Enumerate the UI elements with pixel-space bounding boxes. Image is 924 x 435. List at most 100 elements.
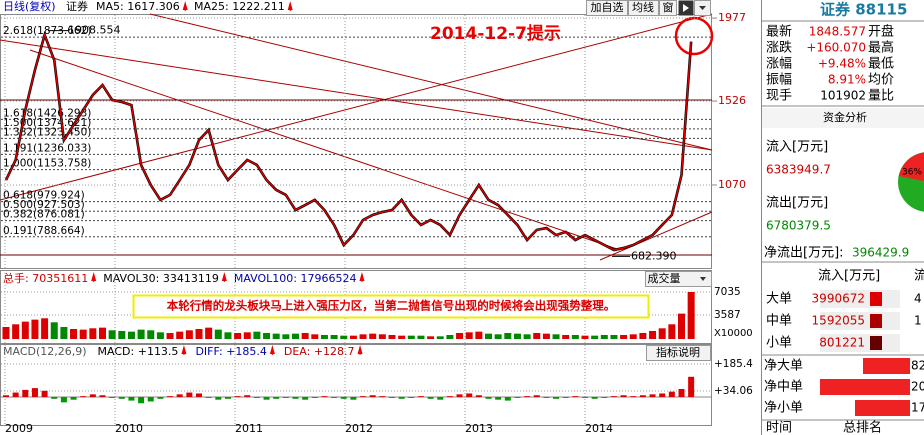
quote-value: 101902 [820, 89, 866, 103]
up-arrow [181, 345, 187, 355]
table-header: 流入[万元] [818, 269, 880, 284]
button[interactable] [646, 345, 711, 361]
macd-bar [186, 392, 193, 398]
volume-bar [591, 335, 599, 339]
macd-stat: MACD(12,26,9) [3, 345, 87, 358]
button-label[interactable]: 窗 [663, 0, 674, 14]
row-label: 净中单 [764, 380, 803, 395]
macd-bar [302, 397, 309, 400]
volume-bar [253, 331, 261, 339]
footer: 总排名 [843, 420, 882, 435]
macd-bar [427, 397, 434, 399]
volume-bar [127, 331, 135, 339]
row-value: 20 [911, 380, 924, 394]
quote-value: 1848.577 [809, 25, 866, 39]
macd-bar [331, 397, 338, 398]
fib-label: 0.382(876.081) [3, 209, 85, 221]
up-arrow [269, 345, 275, 355]
macd-bar [22, 389, 29, 398]
row-label: 净小单 [764, 401, 803, 416]
swatch [870, 314, 882, 328]
volume-bar [41, 318, 49, 339]
macd-bar [224, 397, 231, 399]
macd-header: MACD(12,26,9) MACD: +113.5 DIFF: +185.4 DEA… [3, 345, 355, 358]
macd-bar [234, 396, 241, 398]
macd-bar [379, 396, 386, 398]
macd-bar [292, 397, 299, 399]
pie-label: 36% [902, 168, 922, 178]
macd-bar [610, 396, 617, 398]
macd-bar [215, 397, 222, 400]
fib-label: 2.618(1873.662) [3, 25, 91, 37]
volume-bar [658, 328, 666, 339]
volume-bar [108, 330, 116, 339]
trend-line [599, 211, 713, 261]
macd-bar [157, 397, 164, 399]
volume-bar [562, 334, 570, 339]
macd-bar [360, 396, 367, 398]
outflow-label: 流出[万元] [766, 196, 828, 211]
y-tick-label: 7035 [714, 286, 741, 298]
volume-bar [687, 292, 695, 339]
macd-bar [89, 394, 96, 398]
button[interactable] [586, 0, 628, 16]
volume-bar [2, 326, 10, 339]
macd-bar [80, 396, 87, 398]
macd-bar [582, 397, 588, 398]
row-label: 大单 [766, 292, 792, 307]
row-value: 17 [911, 401, 924, 415]
button-label[interactable]: 指标说明 [656, 345, 700, 359]
footer: 时间 [766, 421, 792, 435]
x-tick-label: 2009 [5, 422, 33, 435]
volume-bar [243, 332, 251, 339]
row-label: 小单 [766, 336, 792, 351]
net-bar [863, 358, 910, 374]
macd-bar [417, 396, 424, 398]
volume-bar [407, 335, 415, 339]
volume-bar [398, 335, 406, 339]
low-label: 682.390 [631, 249, 677, 262]
macd-bar [649, 394, 656, 398]
button-label[interactable]: 均线 [632, 0, 654, 14]
volume-bar [427, 336, 435, 339]
quote-value: +9.48% [818, 57, 866, 71]
trend-line [29, 49, 621, 251]
macd-bar [41, 390, 48, 398]
macd-bar [311, 397, 318, 398]
volume-bar [620, 334, 628, 339]
volume-bar [234, 332, 242, 339]
fib-label: 0.191(788.664) [3, 225, 85, 237]
volume-bar [50, 322, 58, 339]
dropdown[interactable] [645, 271, 712, 287]
macd-bar [196, 393, 202, 398]
symbol-name: 证券 [66, 0, 88, 13]
quote-label: 涨幅 [766, 57, 792, 72]
macd-bar [51, 397, 58, 399]
macd-bar [263, 397, 270, 400]
macd-bar [109, 397, 116, 398]
macd-bar [398, 397, 405, 399]
button-label[interactable]: 加自选 [591, 1, 624, 14]
macd-bar [176, 394, 183, 398]
macd-bar [70, 397, 77, 400]
x-tick-label: 2012 [345, 422, 373, 435]
button[interactable] [659, 0, 677, 16]
row-value: 801221 [819, 336, 865, 350]
macd-bar [244, 395, 251, 398]
fib-label: 1.500(1374.621) [3, 117, 91, 129]
volume-stat: MAVOL30: 33413119 [103, 272, 219, 285]
macd-bar [340, 397, 347, 399]
x-tick-label: 2013 [465, 422, 493, 435]
volume-bar [89, 328, 97, 339]
button[interactable] [628, 0, 659, 16]
net-bar [855, 400, 910, 416]
macd-bar [456, 394, 463, 398]
volume-bar [176, 331, 184, 339]
volume-bar [21, 321, 29, 339]
x-tick-label: 2011 [235, 422, 263, 435]
swatch [870, 336, 882, 350]
macd-bar [639, 395, 646, 398]
volume-bar [513, 333, 521, 339]
dropdown-label[interactable]: 成交量 [648, 271, 681, 285]
